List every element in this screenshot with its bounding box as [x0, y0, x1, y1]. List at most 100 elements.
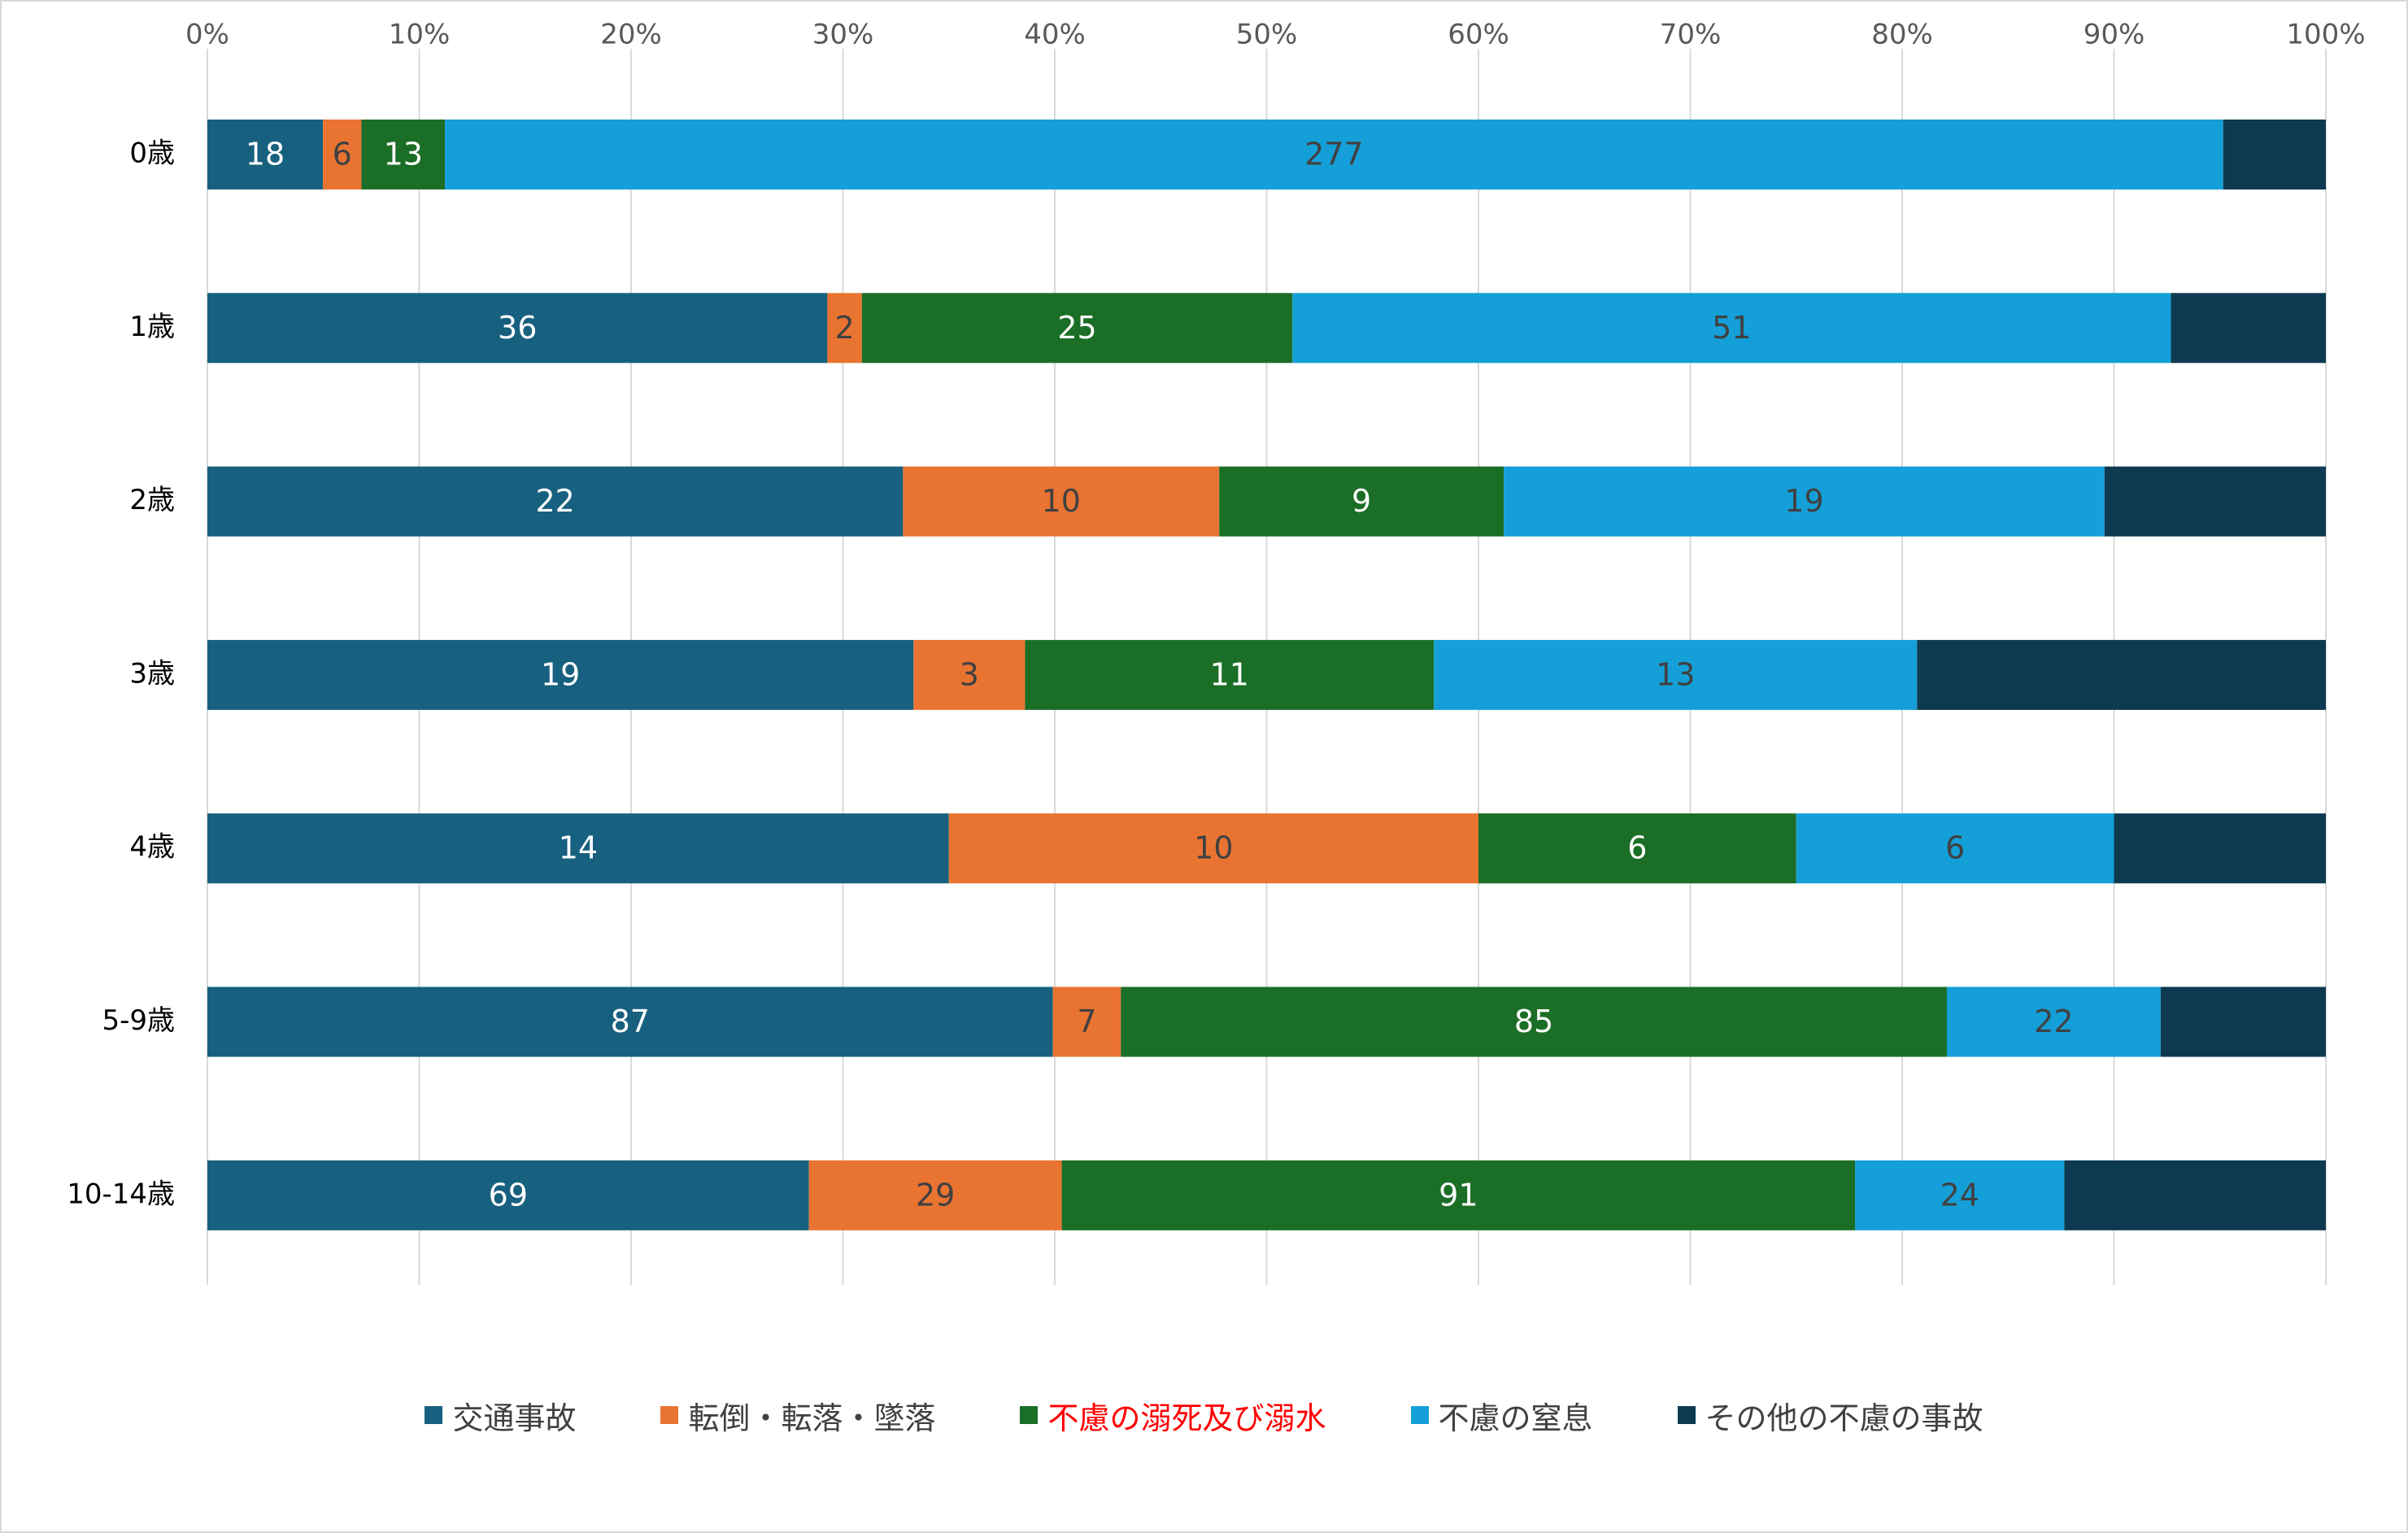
data-label: 10: [1194, 830, 1233, 866]
category-label: 10-14歳: [67, 1178, 175, 1210]
bar-segment: [2171, 293, 2326, 364]
data-label: 22: [536, 483, 575, 519]
data-label: 24: [1940, 1177, 1979, 1213]
data-label: 277: [1304, 137, 1364, 172]
x-tick-label: 0%: [185, 19, 229, 51]
legend-item: その他の不慮の事故: [1677, 1393, 1983, 1438]
data-label: 13: [384, 137, 423, 172]
x-tick-label: 10%: [389, 19, 451, 51]
bar-segment: [207, 986, 1053, 1057]
data-label: 14: [559, 830, 598, 866]
x-tick-label: 20%: [600, 19, 662, 51]
category-label: 1歳: [129, 311, 175, 343]
category-label: 2歳: [129, 484, 175, 516]
data-label: 6: [1945, 830, 1965, 866]
data-label: 13: [1656, 656, 1695, 692]
legend: 交通事故 転倒・転落・墜落 不慮の溺死及び溺水 不慮の窒息 その他の不慮の事故: [0, 1392, 2408, 1438]
bar-segment: [1855, 1160, 2065, 1230]
bar-segment: [903, 466, 1220, 537]
x-tick-label: 90%: [2084, 19, 2145, 51]
bar-segment: [1946, 986, 2161, 1057]
bar-segment: [1061, 1160, 1856, 1230]
category-label: 4歳: [129, 831, 175, 864]
data-label: 11: [1210, 656, 1249, 692]
bar-segment: [808, 1160, 1062, 1230]
x-tick-label: 40%: [1024, 19, 1086, 51]
data-label: 3: [960, 656, 979, 692]
legend-label: 不慮の窒息: [1438, 1400, 1593, 1436]
bar-segment: [2104, 466, 2326, 537]
bar-segment: [1052, 986, 1121, 1057]
bar-segment: [827, 293, 862, 364]
data-label: 19: [541, 656, 580, 692]
bar-segment: [207, 466, 904, 537]
bars: [207, 120, 2326, 1230]
legend-swatch: [1020, 1406, 1039, 1424]
bar-segment: [1121, 986, 1947, 1057]
bar-segment: [1917, 639, 2326, 710]
data-label: 29: [916, 1177, 955, 1213]
legend-label: 交通事故: [452, 1400, 577, 1436]
bar-segment: [1434, 639, 1918, 710]
data-label: 10: [1042, 483, 1081, 519]
bar-segment: [207, 120, 324, 189]
legend-label: 転倒・転落・墜落: [688, 1400, 936, 1436]
bar-segment: [948, 813, 1478, 884]
bar-segment: [1504, 466, 2105, 537]
bar-segment: [1025, 639, 1435, 710]
data-label: 91: [1439, 1177, 1478, 1213]
x-tick-label: 30%: [812, 19, 874, 51]
x-axis-ticks: 0% 10% 20% 30% 40% 50% 60% 70% 80% 90% 100%: [185, 19, 2366, 51]
bar-segment: [323, 120, 362, 189]
data-label: 22: [2034, 1004, 2073, 1039]
x-tick-label: 100%: [2286, 19, 2365, 51]
x-tick-label: 50%: [1236, 19, 1298, 51]
bar-segment: [207, 639, 914, 710]
data-label: 9: [1352, 483, 1371, 519]
bar-segment: [2114, 813, 2326, 884]
data-label: 69: [489, 1177, 528, 1213]
bar-segment: [207, 813, 949, 884]
data-label: 25: [1057, 310, 1096, 346]
bar-segment: [2223, 120, 2326, 189]
bar-segment: [2064, 1160, 2326, 1230]
category-axis: 0歳 1歳 2歳 3歳 4歳 5-9歳 10-14歳: [67, 137, 175, 1211]
data-label: 2: [835, 310, 855, 346]
category-label: 3歳: [129, 657, 175, 690]
legend-swatch: [425, 1406, 443, 1424]
data-label: 18: [246, 137, 285, 172]
data-label: 87: [611, 1004, 650, 1039]
legend-item: 不慮の溺死及び溺水: [1020, 1393, 1326, 1438]
legend-label: 不慮の溺死及び溺水: [1047, 1400, 1326, 1436]
category-label: 0歳: [129, 137, 175, 170]
bar-segment: [207, 1160, 809, 1230]
bar-segment: [913, 639, 1025, 710]
legend-swatch: [1677, 1406, 1696, 1424]
legend-label: その他の不慮の事故: [1705, 1400, 1983, 1436]
category-label: 5-9歳: [102, 1004, 175, 1037]
data-label: 7: [1077, 1004, 1096, 1039]
data-label: 51: [1712, 310, 1751, 346]
bar-segment: [1478, 813, 1796, 884]
legend-item: 交通事故: [425, 1393, 576, 1438]
data-label: 19: [1784, 483, 1823, 519]
data-label: 36: [498, 310, 537, 346]
x-tick-label: 80%: [1871, 19, 1933, 51]
data-label: 6: [1627, 830, 1647, 866]
bar-segment: [861, 293, 1293, 364]
x-tick-label: 60%: [1448, 19, 1509, 51]
bar-segment: [361, 120, 446, 189]
bar-segment: [1219, 466, 1504, 537]
bar-segment: [1292, 293, 2171, 364]
legend-swatch: [1410, 1406, 1429, 1424]
bar-segment: [207, 293, 828, 364]
legend-swatch: [660, 1406, 679, 1424]
data-label: 6: [333, 137, 352, 172]
data-label: 85: [1514, 1004, 1553, 1039]
bar-segment: [1796, 813, 2114, 884]
bar-segment: [2160, 986, 2326, 1057]
legend-item: 不慮の窒息: [1410, 1393, 1593, 1438]
